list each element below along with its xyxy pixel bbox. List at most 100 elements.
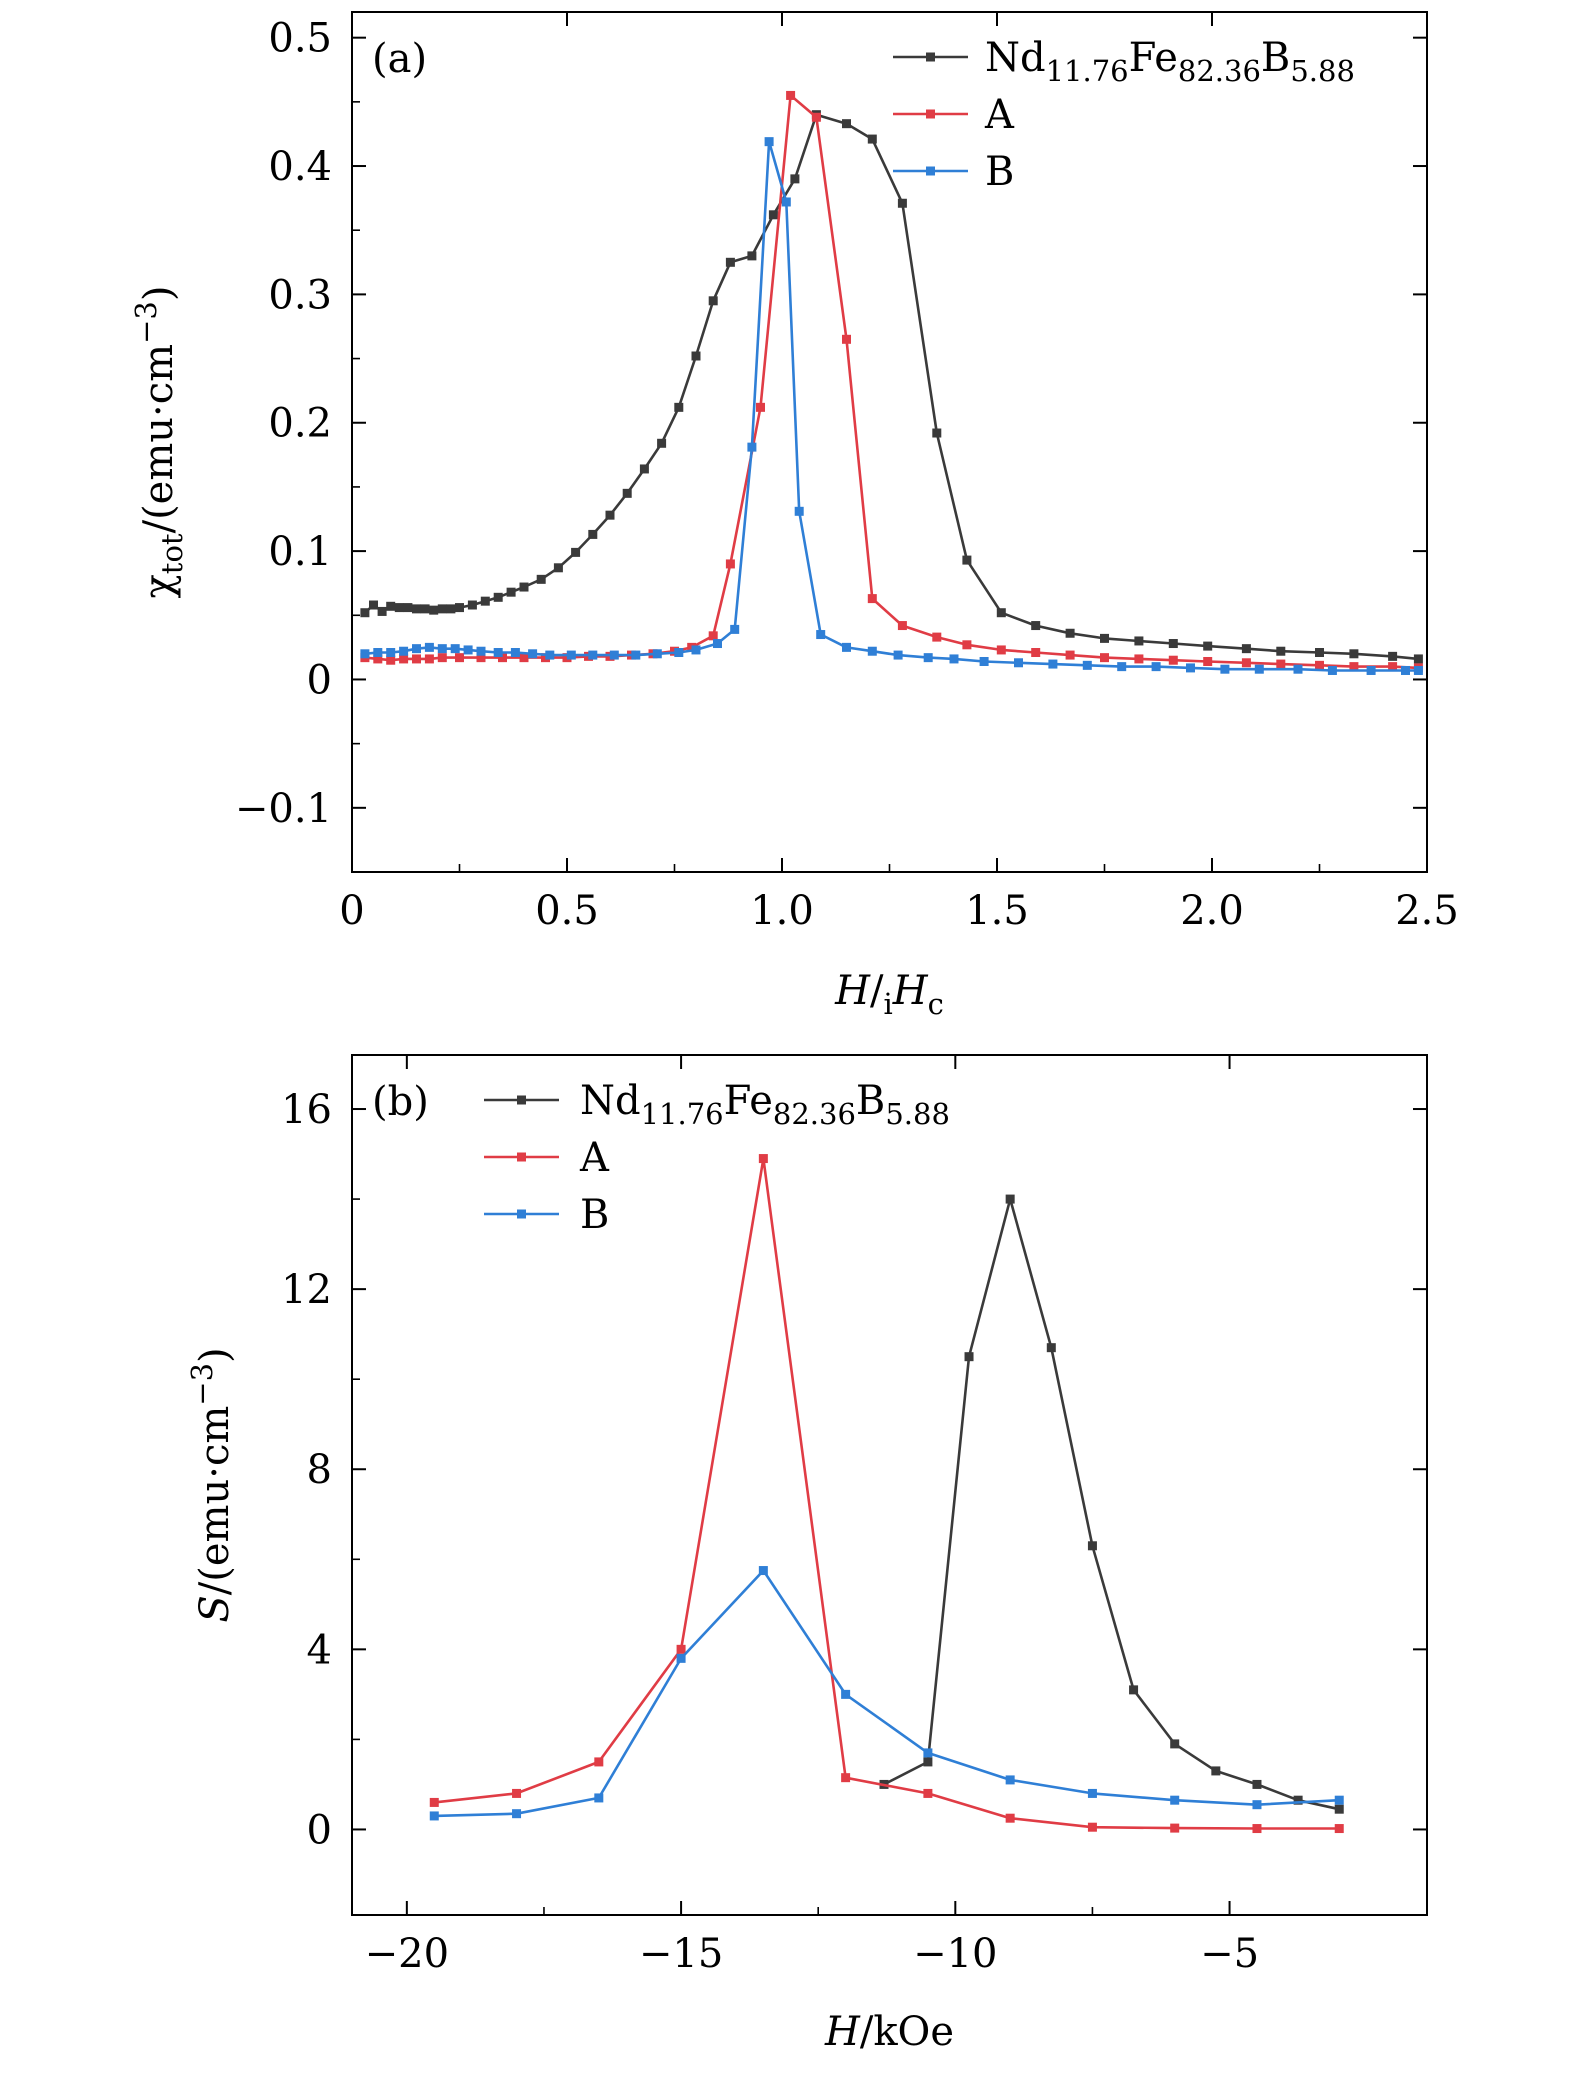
data-point <box>639 464 649 474</box>
data-point <box>1087 1822 1097 1832</box>
data-point <box>399 646 409 656</box>
legend-entry: A <box>893 92 1015 138</box>
data-point <box>1349 649 1359 659</box>
data-point <box>437 644 447 654</box>
data-point <box>609 650 619 660</box>
data-point <box>996 645 1006 655</box>
data-point <box>1031 621 1041 631</box>
series-b <box>429 1566 1344 1821</box>
data-point <box>1186 663 1195 673</box>
data-point <box>553 563 563 573</box>
x-tick-label: 0 <box>339 888 364 934</box>
legend-marker <box>517 1095 526 1105</box>
y-axis-title: χtot/(emu·cm−3) <box>129 286 189 599</box>
legend-entry: Nd11.76Fe82.36B5.88 <box>484 1078 950 1131</box>
x-tick-label: 1.0 <box>750 888 814 934</box>
legend-entry: B <box>893 149 1014 195</box>
data-point <box>841 1689 851 1699</box>
data-point <box>758 1566 768 1576</box>
legend-entry: B <box>484 1192 609 1238</box>
series-a <box>429 1154 1344 1834</box>
data-point <box>594 1793 604 1803</box>
data-point <box>1046 1343 1056 1353</box>
data-point <box>1254 664 1264 674</box>
y-tick-label: 0.4 <box>268 144 332 190</box>
y-tick-label: 0.3 <box>268 272 332 318</box>
data-point <box>676 1644 686 1654</box>
data-point <box>1252 1779 1262 1789</box>
data-point <box>377 606 387 616</box>
data-point <box>1005 1194 1015 1204</box>
legend-label: B <box>985 149 1014 195</box>
x-tick-label: 2.5 <box>1395 888 1459 934</box>
series-b <box>360 137 1423 675</box>
data-point <box>403 603 413 613</box>
y-tick-label: 0.1 <box>268 529 332 575</box>
data-point <box>923 1757 933 1767</box>
data-point <box>424 654 434 664</box>
data-point <box>1170 1739 1180 1749</box>
legend-entry: A <box>484 1135 610 1181</box>
y-tick-label: 4 <box>307 1627 332 1673</box>
data-point <box>691 351 701 361</box>
data-point <box>691 645 701 655</box>
y-tick-label: 0 <box>307 1807 332 1853</box>
data-point <box>519 653 529 663</box>
data-point <box>758 1154 768 1164</box>
data-point <box>1100 653 1109 663</box>
x-tick-label: −15 <box>639 1931 723 1977</box>
legend-marker <box>517 1209 526 1219</box>
data-point <box>360 649 370 659</box>
data-point <box>1203 641 1213 651</box>
data-point <box>962 640 972 650</box>
data-point <box>1413 654 1423 664</box>
data-point <box>437 653 447 663</box>
data-point <box>1276 646 1286 656</box>
legend-marker <box>926 109 935 119</box>
data-point <box>1065 628 1075 638</box>
legend-marker <box>926 52 935 62</box>
data-point <box>725 257 735 267</box>
series-line <box>434 1569 1340 1818</box>
data-point <box>932 428 942 438</box>
data-point <box>1334 1795 1344 1805</box>
data-point <box>923 1788 933 1798</box>
y-axis-title: S/(emu·cm−3) <box>185 1347 238 1622</box>
legend-marker <box>517 1152 526 1162</box>
data-point <box>867 594 877 604</box>
data-point <box>811 112 821 122</box>
data-point <box>467 600 477 610</box>
data-point <box>369 600 378 610</box>
data-point <box>412 654 421 664</box>
data-point <box>1388 662 1398 672</box>
panel-label: (a) <box>372 36 427 82</box>
data-point <box>605 510 615 520</box>
data-point <box>725 559 735 569</box>
data-point <box>493 648 503 658</box>
y-tick-label: 0.2 <box>268 401 332 447</box>
chart-panel-b: −20 −15 −10 −5 0 4 8 12 16 H/kOe S/(emu·cm−3) (b) Nd… <box>185 1054 1428 2055</box>
data-point <box>1252 1800 1262 1810</box>
data-point <box>708 296 718 306</box>
data-point <box>394 603 404 613</box>
data-point <box>676 1653 686 1663</box>
data-point <box>450 644 460 654</box>
data-point <box>437 604 447 614</box>
data-point <box>923 653 933 663</box>
data-point <box>588 529 598 539</box>
y-tick-label: 8 <box>307 1447 332 1493</box>
data-point <box>1315 648 1324 658</box>
data-point <box>1276 659 1286 669</box>
data-point <box>962 555 972 565</box>
data-point <box>566 650 576 660</box>
series-nd11-76fe82-36b5-88 <box>360 110 1423 664</box>
data-point <box>455 603 464 613</box>
data-point <box>652 649 662 659</box>
data-point <box>1293 664 1303 674</box>
data-point <box>412 644 421 654</box>
y-tick-label: −0.1 <box>235 786 332 832</box>
data-point <box>657 438 667 448</box>
data-point <box>498 653 507 663</box>
data-point <box>1087 1788 1097 1798</box>
plot-frame <box>351 1054 1428 1916</box>
